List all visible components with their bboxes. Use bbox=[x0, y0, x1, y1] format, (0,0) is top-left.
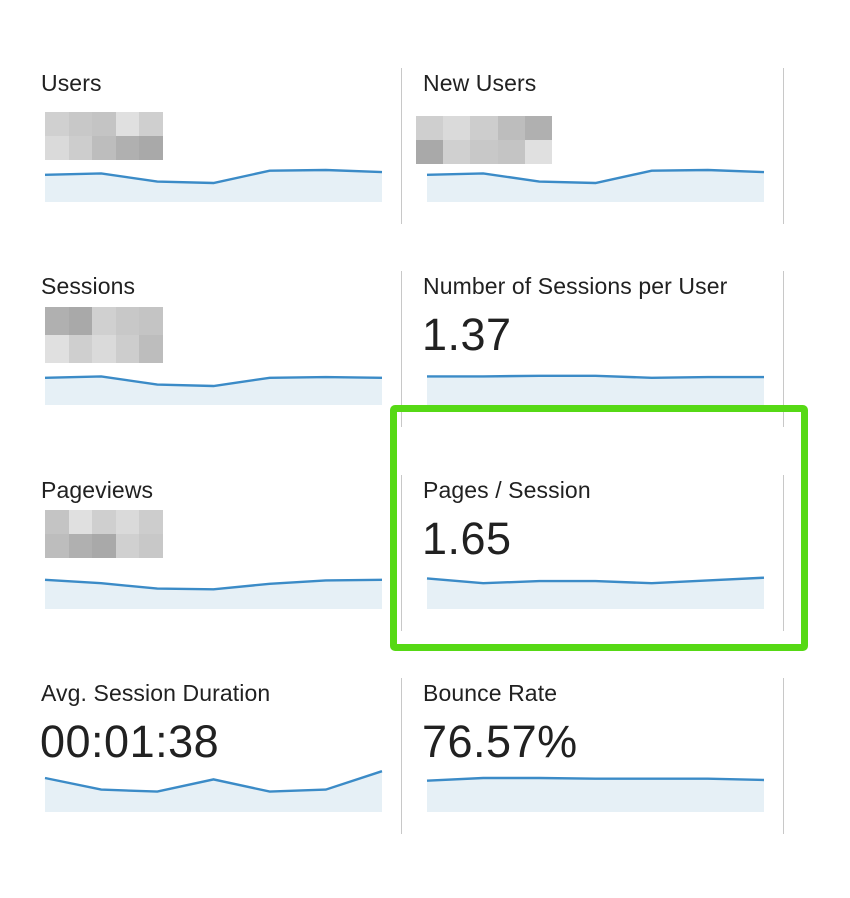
sparkline-area bbox=[427, 170, 764, 202]
sparkline-line bbox=[44, 375, 383, 388]
sparkline-area bbox=[427, 778, 764, 812]
metric-label: Bounce Rate bbox=[423, 680, 558, 706]
sparkline-area bbox=[45, 170, 382, 202]
sparkline bbox=[426, 776, 765, 812]
redaction-pixel bbox=[416, 116, 444, 140]
redaction-pixel bbox=[470, 116, 498, 140]
redaction-pixel bbox=[68, 307, 93, 335]
metric-card-pageviews[interactable]: Pageviews bbox=[41, 475, 402, 631]
column-divider bbox=[401, 68, 402, 224]
redaction-pixel bbox=[92, 335, 116, 363]
redaction-pixel bbox=[139, 307, 163, 335]
metric-card-sessions-per-user[interactable]: Number of Sessions per User 1.37 bbox=[422, 271, 784, 427]
metric-card-bounce-rate[interactable]: Bounce Rate 76.57% bbox=[422, 678, 784, 834]
redaction-pixel bbox=[470, 140, 498, 164]
metric-label: New Users bbox=[423, 70, 537, 96]
metric-card-users[interactable]: Users bbox=[41, 68, 402, 224]
redaction-pixel bbox=[92, 112, 116, 136]
column-divider bbox=[401, 475, 402, 631]
redacted-value bbox=[45, 307, 163, 363]
redaction-pixel bbox=[115, 307, 140, 335]
redaction-pixel bbox=[45, 112, 69, 136]
metric-label: Sessions bbox=[41, 273, 136, 299]
redaction-pixel bbox=[139, 510, 163, 534]
metric-value: 00:01:38 bbox=[40, 716, 220, 767]
sparkline-line bbox=[44, 578, 383, 591]
redaction-pixel bbox=[45, 136, 69, 160]
column-divider bbox=[783, 68, 784, 224]
metric-label: Number of Sessions per User bbox=[423, 273, 728, 299]
column-divider bbox=[783, 678, 784, 834]
redaction-pixel bbox=[45, 335, 69, 363]
redaction-pixel bbox=[92, 510, 116, 534]
sparkline bbox=[44, 578, 383, 609]
redaction-pixel bbox=[115, 136, 140, 160]
sparkline-line bbox=[426, 776, 765, 782]
redacted-value bbox=[45, 112, 163, 160]
column-divider bbox=[783, 271, 784, 427]
redaction-pixel bbox=[115, 534, 140, 558]
redaction-pixel bbox=[68, 534, 93, 558]
metric-card-new-users[interactable]: New Users bbox=[416, 68, 784, 224]
sparkline-line bbox=[44, 168, 383, 185]
sparkline bbox=[44, 375, 383, 405]
metric-label: Users bbox=[41, 70, 102, 96]
redaction-pixel bbox=[497, 140, 525, 164]
redaction-pixel bbox=[524, 116, 552, 140]
metric-value: 1.37 bbox=[422, 309, 512, 360]
redaction-pixel bbox=[139, 335, 163, 363]
metric-label: Pages / Session bbox=[423, 477, 591, 503]
sparkline bbox=[427, 374, 764, 405]
redaction-pixel bbox=[139, 112, 163, 136]
sparkline-line bbox=[44, 770, 383, 793]
sparkline bbox=[426, 576, 765, 609]
redaction-pixel bbox=[45, 510, 69, 534]
metric-label: Avg. Session Duration bbox=[41, 680, 271, 706]
redacted-value bbox=[45, 510, 163, 558]
sparkline-area bbox=[45, 579, 382, 609]
redaction-pixel bbox=[139, 534, 163, 558]
sparkline-line bbox=[426, 576, 765, 585]
sparkline bbox=[44, 770, 383, 812]
redaction-pixel bbox=[443, 140, 471, 164]
redaction-pixel bbox=[115, 112, 140, 136]
column-divider bbox=[401, 271, 402, 427]
metric-card-sessions[interactable]: Sessions bbox=[41, 271, 402, 427]
metric-value: 1.65 bbox=[422, 513, 512, 564]
sparkline-area bbox=[45, 376, 382, 405]
redaction-pixel bbox=[92, 307, 116, 335]
sparkline-area bbox=[427, 375, 764, 405]
sparkline bbox=[426, 168, 765, 202]
redaction-pixel bbox=[524, 140, 552, 164]
redaction-pixel bbox=[416, 140, 444, 164]
sparkline bbox=[44, 168, 383, 202]
redaction-pixel bbox=[139, 136, 163, 160]
redaction-pixel bbox=[115, 510, 140, 534]
metric-card-avg-session-duration[interactable]: Avg. Session Duration 00:01:38 bbox=[40, 678, 402, 834]
redaction-pixel bbox=[443, 116, 471, 140]
redaction-pixel bbox=[115, 335, 140, 363]
redaction-pixel bbox=[68, 112, 93, 136]
redaction-pixel bbox=[497, 116, 525, 140]
redaction-pixel bbox=[68, 510, 93, 534]
redaction-pixel bbox=[45, 307, 69, 335]
sparkline-line bbox=[426, 168, 765, 185]
redaction-pixel bbox=[45, 534, 69, 558]
metric-card-pages-per-session[interactable]: Pages / Session 1.65 bbox=[422, 475, 784, 631]
sparkline-area bbox=[427, 577, 764, 609]
redaction-pixel bbox=[68, 335, 93, 363]
column-divider bbox=[401, 678, 402, 834]
redacted-value bbox=[416, 116, 552, 164]
highlight-box bbox=[390, 405, 808, 651]
redaction-pixel bbox=[92, 534, 116, 558]
metric-value: 76.57% bbox=[422, 716, 578, 767]
column-divider bbox=[783, 475, 784, 631]
metric-label: Pageviews bbox=[41, 477, 154, 503]
redaction-pixel bbox=[92, 136, 116, 160]
redaction-pixel bbox=[68, 136, 93, 160]
sparkline-line bbox=[427, 374, 764, 380]
sparkline-area bbox=[45, 771, 382, 812]
